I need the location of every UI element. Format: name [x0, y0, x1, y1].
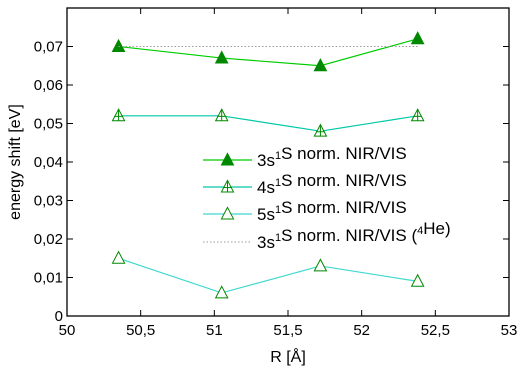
data-point — [111, 250, 126, 264]
data-point — [313, 258, 328, 272]
data-point — [410, 108, 425, 122]
x-tick-label: 53 — [501, 322, 518, 339]
y-tick-label: 0,03 — [34, 193, 63, 210]
data-point — [214, 50, 229, 64]
y-tick-label: 0,01 — [34, 270, 63, 287]
y-tick-label: 0,04 — [34, 154, 63, 171]
series-line — [118, 115, 418, 132]
legend-label: 3s1S norm. NIR/VIS — [257, 144, 407, 170]
legend-marker — [220, 206, 235, 220]
y-tick-label: 0,07 — [34, 39, 63, 56]
x-tick-label: 52 — [353, 322, 370, 339]
x-tick-label: 50 — [59, 322, 76, 339]
y-tick-label: 0 — [55, 308, 63, 325]
legend-item-2: 4s1S norm. NIR/VIS — [203, 171, 407, 197]
data-point — [313, 58, 328, 72]
legend-marker — [220, 152, 235, 166]
plot-area — [66, 7, 510, 317]
x-tick-label: 51 — [206, 322, 223, 339]
series-layer — [111, 31, 425, 299]
series-3 — [111, 250, 425, 299]
x-axis-label: R [Å] — [270, 347, 306, 366]
legend-label: 5s1S norm. NIR/VIS — [257, 198, 407, 224]
legend-item-4: 3s1S norm. NIR/VIS (4He) — [203, 219, 451, 252]
x-tick-label: 52,5 — [421, 322, 450, 339]
data-point — [111, 108, 126, 122]
y-tick-label: 0,06 — [34, 77, 63, 94]
data-point — [111, 38, 126, 52]
data-point — [214, 285, 229, 299]
data-point — [313, 123, 328, 137]
data-point — [410, 273, 425, 287]
legend-label: 4s1S norm. NIR/VIS — [257, 171, 407, 197]
x-tick-label: 51,5 — [273, 322, 302, 339]
data-point — [410, 31, 425, 45]
y-tick-label: 0,02 — [34, 231, 63, 248]
series-1 — [111, 31, 425, 72]
series-2 — [111, 108, 425, 137]
series-line — [118, 257, 418, 294]
legend-item-3: 5s1S norm. NIR/VIS — [203, 198, 407, 224]
legend-item-1: 3s1S norm. NIR/VIS — [203, 144, 407, 170]
x-tick-label: 50,5 — [126, 322, 155, 339]
series-line — [118, 38, 418, 67]
legend-label: 3s1S norm. NIR/VIS (4He) — [257, 219, 451, 252]
legend-marker — [220, 179, 235, 193]
y-axis-label: energy shift [eV] — [7, 104, 24, 220]
data-point — [214, 108, 229, 122]
y-tick-label: 0,05 — [34, 116, 63, 133]
axis-ticks: 50 50,5 51 51,5 52 52,5 53 0 0,01 0,02 0,03 0,04 0,0… — [34, 8, 518, 339]
